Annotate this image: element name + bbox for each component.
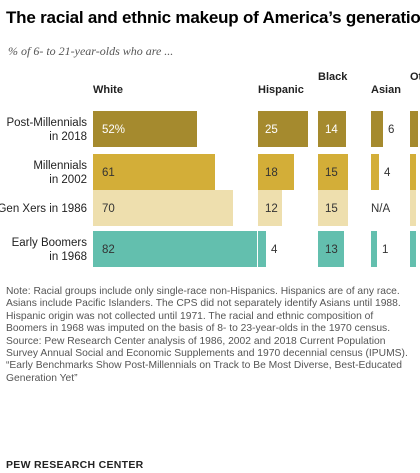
bar-hispanic-early-boomers-in-1968 [258,231,266,267]
value-label-black: 15 [325,167,338,179]
series-header-hispanic: Hispanic [258,84,304,96]
bar-other-early-boomers-in-1968 [410,231,416,267]
bar-black-gen-xers-in-1986 [318,190,348,226]
chart-subtitle: % of 6- to 21-year-olds who are ... [8,44,174,58]
value-label-asian: N/A [371,203,391,215]
report-title: “Early Benchmarks Show Post-Millennials … [6,360,403,384]
chart-notes: Note: Racial groups include only single-… [6,286,414,385]
category-label-line: in 2018 [49,131,87,143]
value-label-white: 61 [102,167,115,179]
series-header-white: White [93,84,123,96]
category-label-line: in 2002 [49,174,87,186]
series-header-black: Black [318,71,348,83]
value-label-asian: 1 [382,244,388,256]
value-label-hispanic: 18 [265,167,278,179]
bar-black-millennials-in-2002 [318,154,348,190]
pew-research-center-logo: PEW RESEARCH CENTER [6,459,144,471]
category-label-early-boomers-in-1968: Early Boomers in 1968 [12,237,88,263]
bar-black-post-millennials-in-2018 [318,111,346,147]
value-label-white: 82 [102,244,115,256]
bar-other-post-millennials-in-2018 [410,111,418,147]
bar-white-millennials-in-2002 [93,154,215,190]
bar-asian-post-millennials-in-2018 [371,111,383,147]
value-label-black: 13 [325,244,338,256]
chart-title: The racial and ethnic makeup of America’… [6,8,420,27]
value-label-asian: 6 [388,124,394,136]
bar-other-millennials-in-2002 [410,154,416,190]
value-label-hispanic: 25 [265,124,278,136]
bar-black-early-boomers-in-1968 [318,231,344,267]
note-text: Note: Racial groups include only single-… [6,286,401,335]
series-header-asian: Asian [371,84,401,96]
category-label-gen-xers-in-1986: Gen Xers in 1986 [0,203,87,215]
source-text: Source: Pew Research Center analysis of … [6,335,408,360]
bar-hispanic-millennials-in-2002 [258,154,294,190]
category-label-line: Post-Millennials [6,117,87,129]
value-label-hispanic: 12 [265,203,278,215]
category-label-post-millennials-in-2018: Post-Millennials in 2018 [6,117,87,143]
bar-asian-early-boomers-in-1968 [371,231,377,267]
bar-hispanic-gen-xers-in-1986 [258,190,282,226]
value-label-white: 52% [102,124,125,136]
category-label-millennials-in-2002: Millennials in 2002 [33,160,87,186]
bar-hispanic-post-millennials-in-2018 [258,111,308,147]
bar-white-post-millennials-in-2018 [93,111,197,147]
bar-asian-millennials-in-2002 [371,154,379,190]
value-label-black: 14 [325,124,338,136]
value-label-white: 70 [102,203,115,215]
series-header-other: Other [410,71,420,83]
category-label-line: Early Boomers [12,237,88,249]
category-label-line: in 1968 [49,251,87,263]
bar-white-early-boomers-in-1968 [93,231,257,267]
value-label-asian: 4 [384,167,391,179]
bar-other-gen-xers-in-1986 [410,190,416,226]
bar-white-gen-xers-in-1986 [93,190,233,226]
value-label-hispanic: 4 [271,244,278,256]
bar-chart: White Hispanic Black Asian Other Post-Millenn… [0,71,420,267]
category-label-line: Millennials [33,160,87,172]
value-label-black: 15 [325,203,338,215]
